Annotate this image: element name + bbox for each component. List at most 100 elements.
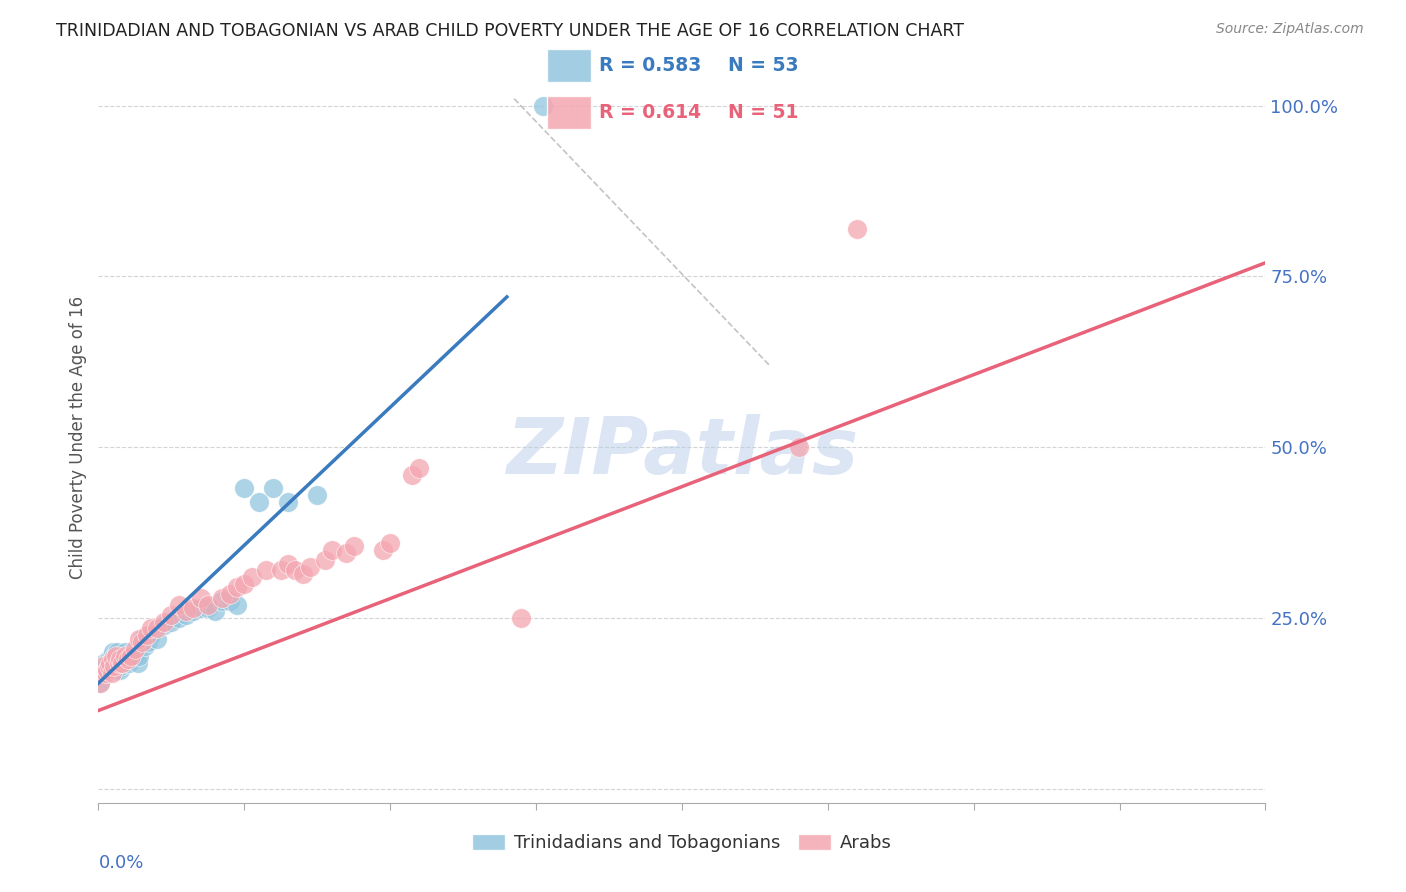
Point — [298, 560, 321, 574]
Point — [103, 648, 125, 663]
Point — [174, 604, 197, 618]
Point — [96, 663, 118, 677]
Point — [100, 648, 122, 663]
Point — [100, 665, 122, 680]
Point — [314, 553, 336, 567]
Point — [90, 665, 112, 680]
Point — [233, 577, 256, 591]
Point — [94, 665, 117, 680]
Point — [139, 622, 162, 636]
FancyBboxPatch shape — [547, 96, 591, 129]
Point — [284, 563, 307, 577]
Point — [111, 656, 134, 670]
Point — [401, 467, 423, 482]
Point — [97, 659, 120, 673]
Text: TRINIDADIAN AND TOBAGONIAN VS ARAB CHILD POVERTY UNDER THE AGE OF 16 CORRELATION: TRINIDADIAN AND TOBAGONIAN VS ARAB CHILD… — [56, 22, 965, 40]
Point — [98, 656, 121, 670]
Point — [122, 645, 145, 659]
Point — [124, 648, 146, 663]
FancyBboxPatch shape — [547, 49, 591, 82]
Point — [153, 618, 176, 632]
Point — [307, 488, 329, 502]
Point — [291, 566, 314, 581]
Legend: Trinidadians and Tobagonians, Arabs: Trinidadians and Tobagonians, Arabs — [465, 827, 898, 860]
Point — [226, 598, 249, 612]
Point — [108, 648, 131, 663]
Point — [104, 648, 127, 663]
Point — [160, 607, 183, 622]
Point — [96, 663, 118, 677]
Point — [117, 648, 139, 663]
Text: R = 0.614: R = 0.614 — [599, 103, 702, 122]
Point — [128, 632, 150, 646]
Point — [262, 481, 284, 495]
Point — [181, 601, 204, 615]
Point — [153, 615, 176, 629]
Point — [115, 652, 138, 666]
Point — [531, 98, 554, 112]
Point — [101, 652, 124, 666]
Point — [787, 440, 810, 454]
Point — [204, 604, 226, 618]
Point — [139, 628, 162, 642]
Point — [174, 607, 197, 622]
Point — [127, 656, 149, 670]
Point — [131, 632, 153, 646]
Point — [89, 676, 111, 690]
Point — [197, 601, 219, 615]
Point — [110, 659, 132, 673]
Point — [226, 581, 249, 595]
Point — [190, 591, 212, 605]
Point — [233, 481, 256, 495]
Point — [190, 601, 212, 615]
Point — [160, 615, 183, 629]
Point — [277, 557, 299, 571]
Text: N = 53: N = 53 — [728, 56, 799, 75]
Text: N = 51: N = 51 — [728, 103, 799, 122]
Point — [112, 648, 135, 663]
Point — [96, 656, 118, 670]
Point — [110, 663, 132, 677]
Point — [277, 495, 299, 509]
Point — [408, 460, 430, 475]
Point — [146, 632, 169, 646]
Point — [218, 594, 240, 608]
Point — [117, 652, 139, 666]
Point — [135, 628, 157, 642]
Point — [110, 652, 132, 666]
Point — [181, 604, 204, 618]
Point — [371, 542, 394, 557]
Point — [343, 540, 366, 554]
Point — [98, 659, 121, 673]
Point — [146, 622, 169, 636]
Point — [101, 645, 124, 659]
Point — [136, 635, 159, 649]
Point — [846, 221, 869, 235]
Point — [103, 659, 125, 673]
Point — [128, 648, 150, 663]
Point — [120, 648, 142, 663]
Point — [114, 648, 136, 663]
Point — [89, 676, 111, 690]
Point — [118, 656, 141, 670]
Point — [321, 542, 343, 557]
Point — [91, 663, 114, 677]
Point — [335, 546, 357, 560]
Point — [105, 645, 128, 659]
Point — [120, 648, 142, 663]
Point — [93, 659, 115, 673]
Point — [93, 656, 115, 670]
Point — [100, 656, 122, 670]
Point — [211, 591, 233, 605]
Point — [108, 656, 131, 670]
Point — [101, 652, 124, 666]
Point — [124, 642, 146, 657]
Point — [197, 598, 219, 612]
Point — [114, 645, 136, 659]
Point — [111, 656, 134, 670]
Point — [104, 663, 127, 677]
Point — [167, 611, 190, 625]
Text: Source: ZipAtlas.com: Source: ZipAtlas.com — [1216, 22, 1364, 37]
Y-axis label: Child Poverty Under the Age of 16: Child Poverty Under the Age of 16 — [69, 295, 87, 579]
Text: ZIPatlas: ZIPatlas — [506, 414, 858, 490]
